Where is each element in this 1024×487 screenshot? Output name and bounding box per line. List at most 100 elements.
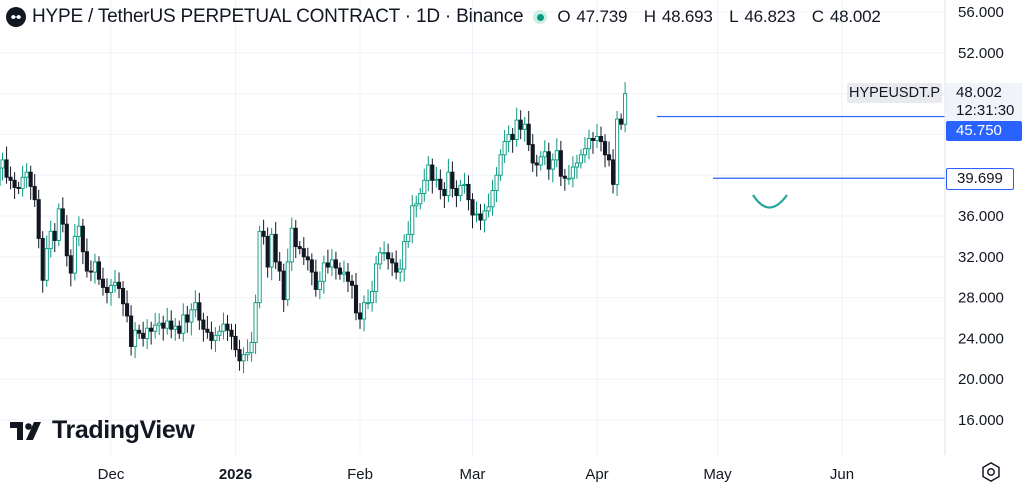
candle bbox=[615, 110, 620, 196]
candle bbox=[466, 175, 471, 211]
candle bbox=[120, 281, 126, 317]
time-axis-tick-label: Dec bbox=[98, 466, 125, 483]
candle bbox=[510, 127, 515, 153]
candle bbox=[149, 321, 154, 345]
candle bbox=[321, 255, 326, 294]
candle bbox=[494, 167, 499, 203]
candle bbox=[410, 195, 415, 244]
price-axis-tick-label: 20.000 bbox=[958, 371, 1004, 388]
candle bbox=[378, 247, 383, 270]
high-value: 48.693 bbox=[661, 7, 713, 26]
candle bbox=[48, 220, 53, 258]
candle bbox=[44, 235, 49, 287]
level-lower-label[interactable]: 39.699 bbox=[946, 168, 1014, 190]
candle bbox=[56, 203, 61, 247]
candle bbox=[64, 215, 69, 267]
candle bbox=[474, 201, 479, 223]
candle bbox=[32, 174, 37, 207]
candle bbox=[582, 137, 587, 163]
candle bbox=[546, 142, 551, 180]
candle bbox=[353, 272, 359, 321]
candle bbox=[165, 307, 170, 335]
candle bbox=[161, 315, 166, 341]
tradingview-logo[interactable]: TradingView bbox=[10, 416, 195, 445]
candle bbox=[108, 278, 114, 306]
candle bbox=[269, 227, 274, 281]
settings-gear-icon[interactable] bbox=[980, 461, 1002, 483]
level-upper-label[interactable]: 45.750 bbox=[946, 121, 1022, 141]
candle bbox=[386, 243, 391, 270]
candle bbox=[0, 152, 5, 181]
price-axis-tick-label: 32.000 bbox=[958, 249, 1004, 266]
candle bbox=[189, 303, 194, 336]
candle bbox=[522, 116, 527, 142]
time-axis-ticks: Dec 2026 Feb Mar Apr May Jun bbox=[98, 466, 854, 483]
candle bbox=[277, 252, 282, 281]
candle bbox=[297, 240, 302, 255]
candle bbox=[209, 321, 214, 350]
open-label: O bbox=[557, 7, 571, 26]
candle bbox=[173, 318, 178, 341]
candle bbox=[80, 218, 85, 265]
candle bbox=[558, 140, 563, 187]
candle bbox=[229, 323, 234, 350]
price-axis-tick-label: 56.000 bbox=[958, 4, 1004, 21]
candle bbox=[345, 263, 351, 292]
candle bbox=[414, 195, 419, 218]
candle bbox=[133, 322, 138, 359]
candle bbox=[450, 161, 455, 198]
symbol-logo-icon bbox=[6, 7, 26, 27]
candle bbox=[100, 267, 106, 296]
price-axis-tick-label: 24.000 bbox=[958, 330, 1004, 347]
candle bbox=[566, 165, 571, 185]
candle bbox=[20, 165, 25, 197]
candle bbox=[370, 280, 375, 312]
price-axis-tick-label: 16.000 bbox=[958, 412, 1004, 429]
candle bbox=[498, 149, 503, 181]
candle bbox=[40, 231, 45, 293]
market-status-icon[interactable] bbox=[533, 10, 548, 24]
candle bbox=[28, 165, 33, 200]
candle bbox=[169, 310, 174, 339]
candle bbox=[325, 249, 330, 274]
candle bbox=[253, 294, 258, 355]
candle bbox=[570, 156, 575, 188]
candle bbox=[281, 263, 286, 313]
candle bbox=[538, 151, 543, 171]
candle bbox=[137, 324, 142, 339]
candle bbox=[72, 223, 77, 281]
tradingview-wordmark: TradingView bbox=[52, 416, 195, 444]
candle bbox=[462, 172, 467, 194]
candle bbox=[125, 290, 130, 323]
close-label: C bbox=[811, 7, 824, 26]
candle bbox=[181, 303, 186, 342]
candle bbox=[357, 303, 363, 329]
candle bbox=[430, 158, 435, 194]
candle bbox=[104, 278, 110, 304]
price-axis-tick-label: 52.000 bbox=[958, 45, 1004, 62]
candle bbox=[153, 312, 158, 339]
candle bbox=[237, 339, 242, 371]
candle bbox=[586, 129, 592, 160]
candle bbox=[442, 182, 447, 209]
candle bbox=[84, 238, 89, 278]
candle bbox=[486, 193, 491, 218]
candle bbox=[16, 181, 21, 195]
candle bbox=[76, 216, 81, 247]
candle bbox=[426, 155, 431, 192]
candle bbox=[68, 249, 73, 287]
candle bbox=[619, 113, 624, 130]
candle bbox=[233, 323, 238, 357]
candle bbox=[406, 221, 411, 248]
symbol-title[interactable]: HYPE / TetherUS PERPETUAL CONTRACT · 1D … bbox=[32, 6, 524, 27]
candle bbox=[157, 313, 162, 335]
candle bbox=[418, 187, 423, 210]
candle bbox=[598, 126, 604, 152]
candle bbox=[249, 331, 254, 362]
candle bbox=[394, 250, 399, 280]
candle bbox=[366, 289, 371, 310]
high-label: H bbox=[643, 7, 656, 26]
candle bbox=[257, 225, 262, 309]
candle bbox=[623, 82, 628, 133]
